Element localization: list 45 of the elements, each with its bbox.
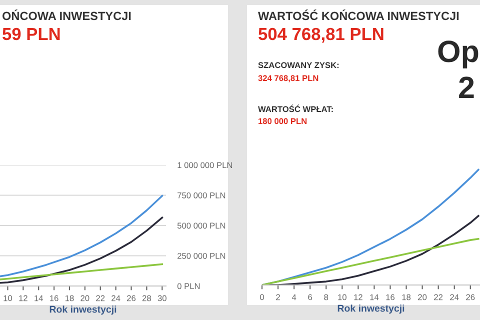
y-tick-label: 500 000 PLN	[177, 222, 226, 229]
x-tick-label: 12	[354, 294, 362, 300]
text: 2	[459, 76, 474, 98]
chart-subtitle: 59 PLN	[2, 28, 60, 40]
chart-title: OŃCOWA INWESTYCJI	[2, 10, 131, 20]
y-tick-label: 1 000 000 PLN	[178, 162, 232, 168]
x-tick-label: 6	[308, 294, 312, 300]
chart-subtitle: 504 768,81 PLN	[258, 28, 384, 43]
x-tick-label: 16	[50, 295, 58, 302]
x-axis-title: Rok inwestycji	[50, 306, 116, 315]
text: WARTOŚĆ WPŁAT:	[258, 104, 333, 112]
x-tick-label: 26	[466, 294, 475, 300]
x-tick-label: 14	[34, 295, 43, 302]
x-tick-label: 26	[127, 295, 136, 302]
x-tick-label: 24	[112, 295, 120, 302]
x-tick-label: 22	[434, 294, 443, 300]
line-series	[0, 216, 164, 284]
y-tick-label: 750 000 PLN	[178, 192, 226, 198]
x-tick-label: 14	[370, 294, 379, 300]
x-tick-label: 20	[80, 295, 90, 302]
text: 324 768,81 PLN	[258, 75, 318, 82]
text: SZACOWANY ZYSK:	[258, 62, 339, 68]
y-tick-label: 0 PLN	[177, 283, 200, 290]
line-series	[0, 194, 164, 278]
x-tick-label: 4	[292, 294, 296, 300]
x-tick-label: 0	[260, 294, 264, 300]
x-tick-label: 10	[4, 295, 12, 302]
x-tick-label: 28	[142, 295, 151, 302]
x-axis-title: Rok inwestycji	[338, 304, 404, 314]
x-tick-label: 2	[276, 294, 280, 300]
line-series	[0, 263, 164, 280]
chart-title: WARTOŚĆ KOŃCOWA INWESTYCJI	[258, 10, 459, 20]
x-tick-label: 22	[96, 295, 105, 302]
x-tick-label: 8	[324, 294, 328, 300]
text: 180 000 PLN	[258, 118, 307, 124]
x-tick-label: 18	[402, 294, 411, 300]
y-tick-label: 250 000 PLN	[178, 252, 226, 259]
x-tick-label: 24	[450, 294, 459, 300]
x-tick-label: 12	[19, 295, 28, 302]
x-tick-label: 18	[65, 295, 74, 302]
x-tick-label: 30	[158, 295, 166, 302]
x-tick-label: 20	[418, 294, 427, 300]
x-tick-label: 10	[338, 294, 346, 300]
text: Op	[438, 40, 478, 68]
x-tick-label: 16	[386, 294, 395, 300]
